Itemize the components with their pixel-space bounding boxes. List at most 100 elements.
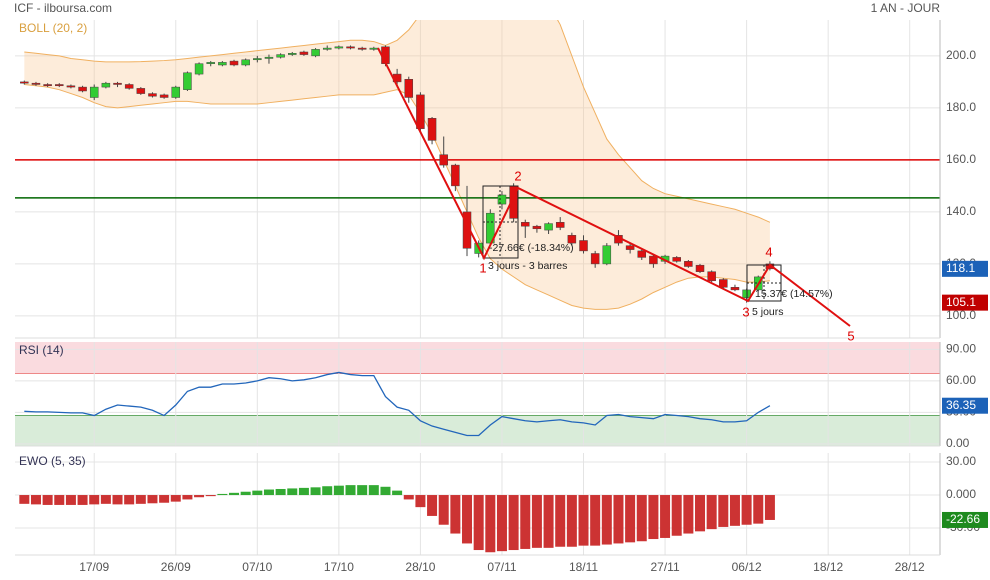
annotations: 1 2 3 4 5 -27.66€ (-18.34%) 3 jours - 3 …	[377, 47, 855, 343]
wave-label: 5	[847, 328, 854, 343]
candle-body	[288, 53, 297, 55]
ewo-bar	[508, 495, 519, 551]
site-title: ICF - ilboursa.com	[14, 1, 112, 15]
ewo-bar	[77, 495, 88, 505]
ewo-bar	[170, 495, 181, 502]
x-tick-label: 06/12	[732, 560, 762, 574]
y-tick-label: 180.0	[946, 100, 976, 114]
candle-body	[555, 222, 565, 228]
ewo-bar	[368, 485, 379, 496]
candle-body	[532, 225, 542, 230]
candle-body	[101, 82, 111, 88]
y-tick-label: 200.0	[946, 48, 976, 62]
ewo-bar	[135, 495, 146, 504]
x-tick-label: 17/10	[324, 560, 354, 574]
ewo-bar	[229, 492, 240, 496]
ewo-bar	[333, 485, 344, 496]
ewo-bar	[625, 495, 636, 543]
price-marker	[942, 294, 988, 311]
y-tick-label: 160.0	[946, 152, 976, 166]
candle-body	[707, 271, 716, 282]
y-tick-label: 60.00	[946, 373, 976, 387]
value-marker-label: -22.66	[946, 512, 980, 526]
candle-body	[625, 245, 635, 250]
measure-text: 5 jours	[752, 306, 784, 318]
oversold-zone	[15, 415, 940, 446]
ewo-bar	[345, 485, 356, 496]
candle-body	[544, 223, 553, 231]
candle-body	[684, 261, 693, 267]
y-tick-label: 140.0	[946, 204, 976, 218]
ewo-bar	[65, 495, 76, 505]
value-marker	[942, 397, 988, 414]
ewo-bar	[566, 495, 577, 547]
wave-label: 2	[514, 168, 521, 183]
ewo-bar	[19, 495, 30, 504]
candle-body	[497, 194, 507, 205]
ewo-bar	[263, 489, 274, 496]
candle-body	[672, 257, 681, 262]
candle-body	[218, 62, 227, 66]
x-tick-label: 17/09	[79, 560, 109, 574]
ewo-bar	[240, 491, 251, 496]
candle-body	[346, 46, 355, 49]
ewo-bar	[695, 495, 706, 532]
candle-body	[43, 84, 52, 87]
ewo-bar	[30, 495, 41, 505]
ewo-bar	[578, 495, 589, 546]
ewo-bar	[298, 487, 309, 496]
price-marker-label: 105.1	[946, 295, 976, 309]
candle-body	[369, 47, 379, 50]
panel-title: RSI (14)	[19, 343, 64, 357]
candle-body	[719, 279, 728, 288]
ewo-bar	[613, 495, 624, 544]
value-marker-label: 36.35	[946, 398, 976, 412]
value-marker	[942, 511, 988, 528]
overbought-zone	[15, 342, 940, 374]
candle-body	[637, 250, 647, 258]
ewo-bar	[89, 495, 100, 505]
ewo-bar	[287, 488, 298, 496]
candle-body	[148, 93, 157, 97]
candle-body	[229, 60, 239, 66]
ewo-bar	[205, 495, 216, 497]
candle-body	[194, 63, 204, 75]
ewo-bar	[764, 495, 775, 520]
ewo-bar	[496, 495, 507, 552]
ewo-bar	[54, 495, 65, 505]
candle-body	[78, 86, 87, 92]
ewo-bar	[648, 495, 659, 540]
candle-body	[357, 47, 367, 50]
ewo-bar	[322, 486, 333, 496]
ewo-bar	[217, 493, 228, 496]
ewo-bar	[100, 495, 111, 504]
candle-body	[124, 84, 134, 89]
ewo-bar	[753, 495, 764, 524]
ewo-bar	[159, 495, 170, 503]
ewo-bar	[543, 495, 554, 548]
y-tick-label: 0.000	[946, 487, 976, 501]
ewo-bar	[473, 495, 484, 551]
wave-label: 3	[742, 304, 749, 319]
ewo-bar	[392, 490, 403, 496]
ewo-bar	[718, 495, 729, 527]
ewo-bar	[182, 495, 193, 500]
candle-body	[159, 94, 169, 98]
x-tick-label: 18/11	[569, 560, 598, 574]
x-tick-label: 28/12	[895, 560, 925, 574]
panel-title: EWO (5, 35)	[19, 454, 86, 468]
ewo-bar	[660, 495, 671, 538]
measure-text: 15.37€ (14.57%)	[755, 288, 833, 300]
candle-body	[136, 88, 146, 94]
ewo-bar	[147, 495, 158, 504]
candle-body	[416, 94, 425, 129]
candle-body	[427, 118, 437, 141]
candle-body	[730, 287, 740, 291]
candle-body	[590, 253, 600, 265]
ewo-bar	[706, 495, 717, 530]
price-marker	[942, 260, 988, 277]
x-tick-label: 07/10	[242, 560, 272, 574]
ewo-bar	[462, 495, 473, 544]
candle-body	[602, 245, 612, 265]
